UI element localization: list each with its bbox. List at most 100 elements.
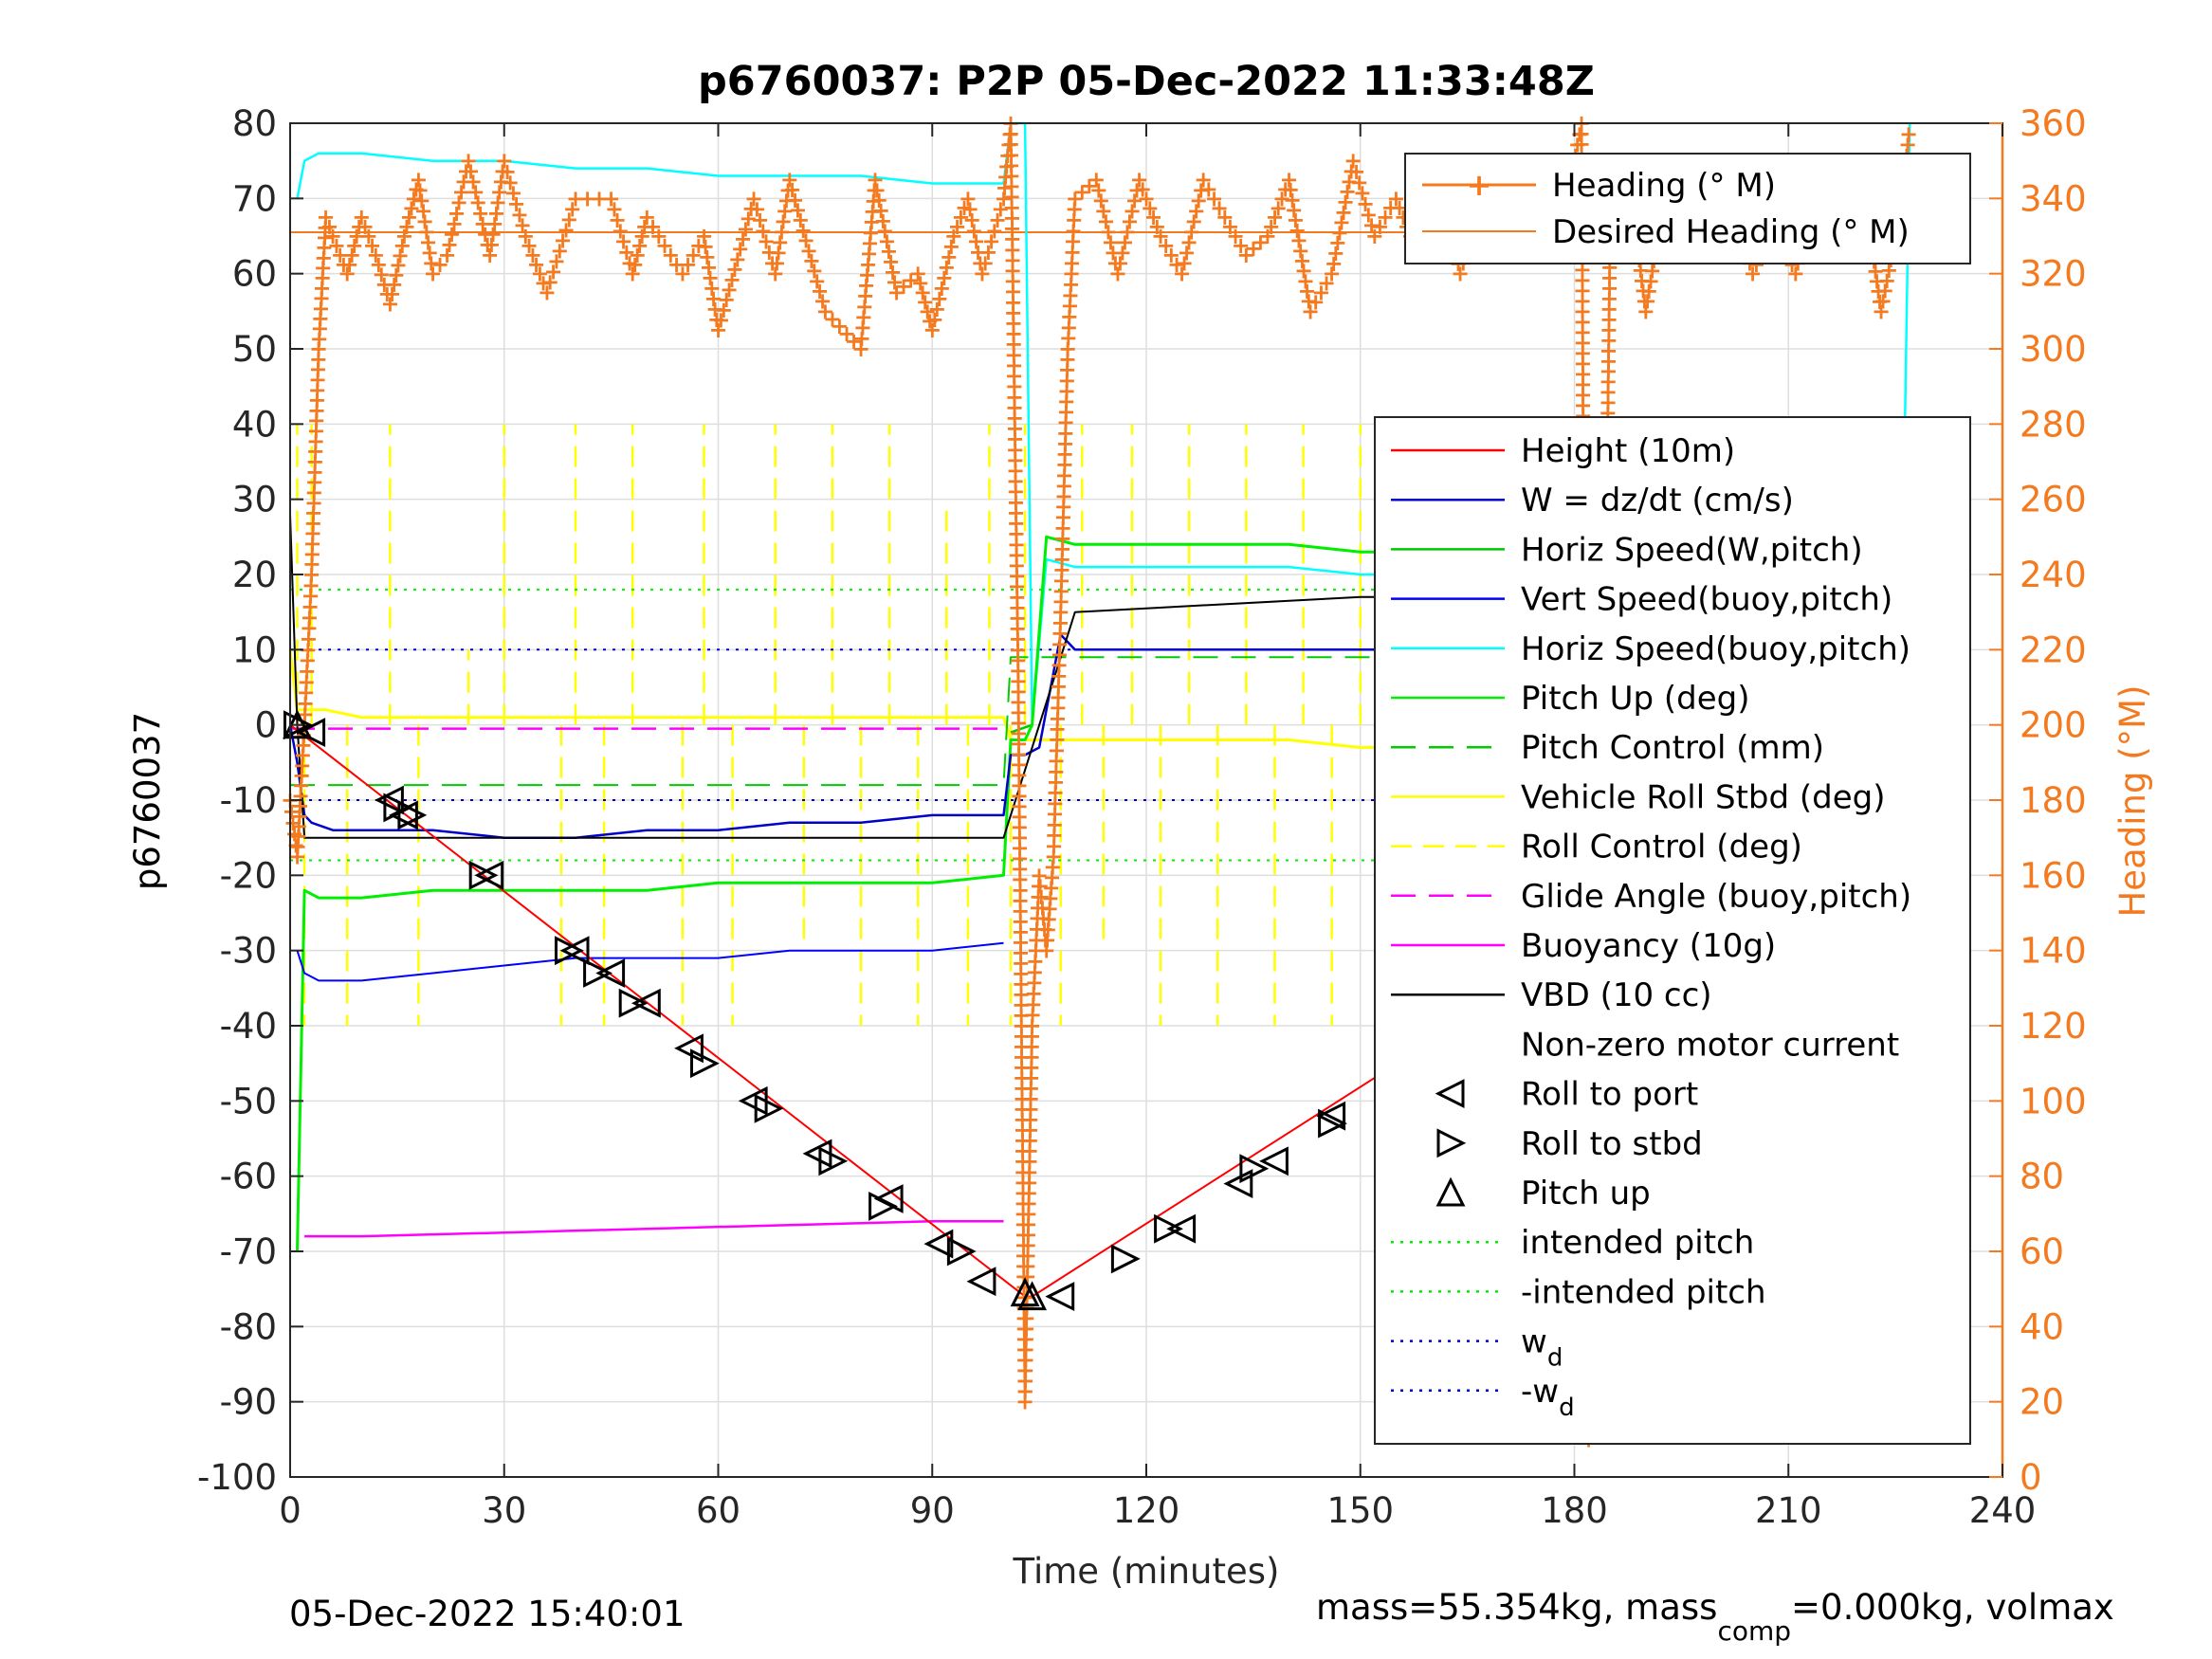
heading-point: + <box>1633 267 1652 294</box>
heading-point: + <box>1018 1252 1037 1279</box>
heading-point: + <box>1182 219 1201 246</box>
heading-point: + <box>643 213 662 240</box>
y-tick-label-70: 70 <box>232 178 277 219</box>
heading-point: + <box>1059 325 1078 352</box>
heading-point: + <box>1010 804 1029 830</box>
heading-point: + <box>1091 188 1110 214</box>
heading-point: + <box>1003 236 1022 263</box>
heading-point: + <box>315 225 334 251</box>
heading-point: + <box>1599 379 1618 406</box>
heading-point: + <box>705 296 724 322</box>
heading-point: + <box>302 551 321 577</box>
heading-point: + <box>1030 862 1049 888</box>
heading-point: + <box>611 217 630 244</box>
heading-point: + <box>1599 348 1618 374</box>
legend-label-main-18: w <box>1521 1323 1547 1361</box>
heading-point: + <box>1061 271 1080 298</box>
heading-point: + <box>608 207 627 233</box>
heading-point: + <box>661 242 680 268</box>
heading-point: + <box>1022 1054 1041 1081</box>
heading-point: + <box>1359 201 1378 228</box>
heading-point: + <box>394 223 413 249</box>
heading-point: + <box>1899 120 1918 147</box>
heading-point: + <box>1007 531 1026 557</box>
heading-point: + <box>1332 210 1351 236</box>
heading-point: + <box>454 169 473 195</box>
heading-point: + <box>389 252 408 279</box>
heading-point: + <box>1047 748 1066 775</box>
heading-point: + <box>1189 188 1208 214</box>
heading-point: + <box>1012 1002 1031 1029</box>
heading-point: + <box>550 237 569 264</box>
heading-point: + <box>1089 177 1108 204</box>
heading-point: + <box>306 418 325 445</box>
heading-point: + <box>997 153 1016 179</box>
heading-point: + <box>443 221 462 247</box>
heading-point: + <box>777 188 795 214</box>
heading-point: + <box>304 500 323 526</box>
heading-point: + <box>1003 226 1022 252</box>
heading-point: + <box>1029 884 1048 910</box>
heading-point: + <box>457 158 476 185</box>
heading-point: + <box>811 278 830 304</box>
heading-point: + <box>1012 939 1031 966</box>
heading-point: + <box>1011 929 1030 956</box>
heading-point: + <box>1325 250 1344 277</box>
heading-point: + <box>937 254 956 281</box>
heading-point: + <box>307 387 326 413</box>
heading-point: + <box>1006 458 1025 484</box>
heading-point: + <box>1055 441 1074 467</box>
heading-point: + <box>1016 1326 1035 1353</box>
footer-mass-suffix: =0.000kg, volmax <box>1791 1587 2114 1628</box>
heading-point: + <box>1003 268 1022 295</box>
legend-label-14: Roll to stbd <box>1521 1125 1703 1163</box>
heading-point: + <box>1002 152 1021 178</box>
heading-point: + <box>805 258 824 284</box>
heading-point: + <box>1010 793 1029 820</box>
heading-point: + <box>698 244 717 270</box>
heading-point: + <box>1062 261 1081 287</box>
heading-point: + <box>1123 198 1142 225</box>
heading-point: + <box>1041 885 1060 912</box>
heading-point: + <box>468 190 487 216</box>
heading-point: + <box>301 583 320 610</box>
heading-point: + <box>1179 229 1198 256</box>
heading-point: + <box>728 246 747 272</box>
heading-point: + <box>352 204 371 230</box>
heading-point: + <box>1016 1337 1035 1363</box>
main-legend: Height (10m) W = dz/dt (cm/s) Horiz Speed(… <box>1374 416 1971 1445</box>
heading-point: + <box>1054 472 1073 499</box>
heading-point: + <box>1063 239 1082 265</box>
heading-point: + <box>1046 779 1065 806</box>
heading-point: + <box>1050 652 1069 679</box>
legend-label-9: Glide Angle (buoy,pitch) <box>1521 878 1911 916</box>
heading-point: + <box>1051 578 1070 605</box>
heading-point: + <box>488 190 507 216</box>
heading-point: + <box>1096 209 1115 235</box>
heading-point: + <box>1045 801 1064 828</box>
heading-point: + <box>744 185 763 211</box>
y-right-tick-label-240: 240 <box>2020 555 2087 595</box>
heading-point: + <box>1015 1368 1034 1395</box>
heading-point: + <box>1016 1358 1035 1384</box>
heading-point: + <box>1002 184 1021 210</box>
heading-point: + <box>1056 410 1075 436</box>
heading-point: + <box>1011 877 1030 903</box>
heading-point: + <box>1009 710 1028 737</box>
heading-point: + <box>1007 520 1026 547</box>
heading-point: + <box>1008 584 1027 611</box>
heading-point: + <box>1051 620 1069 647</box>
heading-point: + <box>1362 212 1381 239</box>
heading-point: + <box>1330 219 1349 246</box>
heading-point: + <box>1002 194 1021 221</box>
heading-point: + <box>1019 1211 1038 1237</box>
heading-point: + <box>1055 462 1074 488</box>
heading-point: + <box>1301 298 1320 324</box>
heading-point: + <box>445 210 464 237</box>
heading-point: + <box>1292 247 1311 274</box>
heading-point: + <box>1005 394 1024 421</box>
heading-point: + <box>1056 399 1075 426</box>
heading-point: + <box>1032 884 1051 910</box>
heading-point: + <box>310 316 329 342</box>
heading-point: + <box>362 232 381 259</box>
